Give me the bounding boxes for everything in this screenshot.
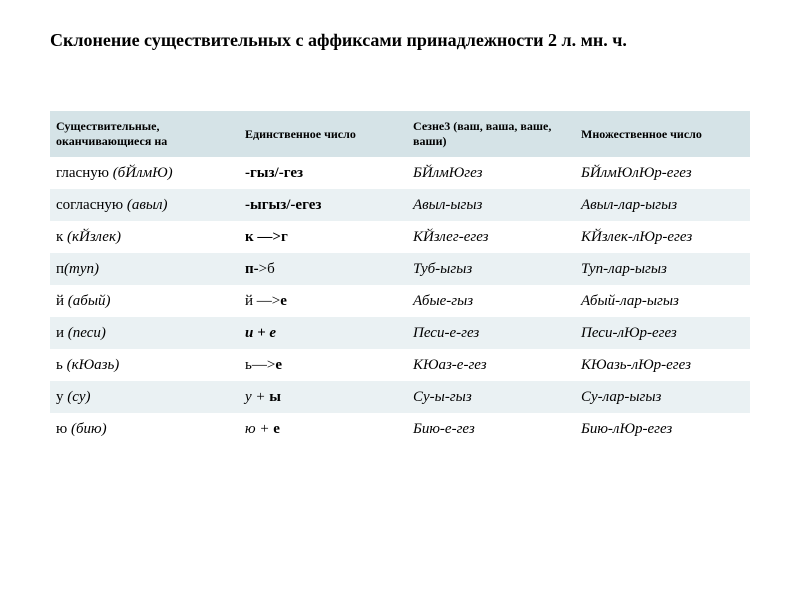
cell-singular: й —>е <box>239 285 407 317</box>
page-title: Склонение существительных с аффиксами пр… <box>50 30 750 51</box>
col-header: Существительные, оканчивающиеся на <box>50 111 239 157</box>
col-header: Сезне3 (ваш, ваша, ваше, ваши) <box>407 111 575 157</box>
cell-plural: Бию-лЮр-егез <box>575 413 750 445</box>
cell-plural: Песи-лЮр-егез <box>575 317 750 349</box>
cell-sezne: КЮаз-е-гез <box>407 349 575 381</box>
cell-sezne: БЙлмЮгез <box>407 157 575 189</box>
cell-plural: Абый-лар-ыгыз <box>575 285 750 317</box>
table-row: й (абый)й —>еАбые-гызАбый-лар-ыгыз <box>50 285 750 317</box>
table-row: гласную (бЙлмЮ)-гыз/-гезБЙлмЮгезБЙлмЮлЮр… <box>50 157 750 189</box>
cell-plural: Авыл-лар-ыгыз <box>575 189 750 221</box>
declension-table: Существительные, оканчивающиеся на Единс… <box>50 111 750 445</box>
cell-sezne: Авыл-ыгыз <box>407 189 575 221</box>
cell-plural: КЙзлек-лЮр-егез <box>575 221 750 253</box>
table-header-row: Существительные, оканчивающиеся на Единс… <box>50 111 750 157</box>
cell-ending: п(myn) <box>50 253 239 285</box>
cell-singular: -ыгыз/-егез <box>239 189 407 221</box>
cell-ending: ь (кЮазь) <box>50 349 239 381</box>
cell-singular: и + е <box>239 317 407 349</box>
table-row: согласную (авыл)-ыгыз/-егезАвыл-ыгызАвыл… <box>50 189 750 221</box>
cell-ending: и (песи) <box>50 317 239 349</box>
cell-plural: БЙлмЮлЮр-егез <box>575 157 750 189</box>
cell-sezne: КЙзлег-егез <box>407 221 575 253</box>
cell-ending: й (абый) <box>50 285 239 317</box>
cell-ending: к (кЙзлек) <box>50 221 239 253</box>
cell-plural: Су-лар-ыгыз <box>575 381 750 413</box>
cell-singular: к —>г <box>239 221 407 253</box>
cell-sezne: Бию-е-гез <box>407 413 575 445</box>
cell-plural: Туп-лар-ыгыз <box>575 253 750 285</box>
table-row: ь (кЮазь)ь—>еКЮаз-е-гезКЮазь-лЮр-егез <box>50 349 750 381</box>
cell-sezne: Су-ы-гыз <box>407 381 575 413</box>
table-row: у (cy)у + ыСу-ы-гызСу-лар-ыгыз <box>50 381 750 413</box>
col-header: Множественное число <box>575 111 750 157</box>
cell-singular: у + ы <box>239 381 407 413</box>
col-header: Единственное число <box>239 111 407 157</box>
cell-sezne: Абые-гыз <box>407 285 575 317</box>
cell-singular: ь—>е <box>239 349 407 381</box>
cell-ending: согласную (авыл) <box>50 189 239 221</box>
table-row: к (кЙзлек)к —>гКЙзлег-егезКЙзлек-лЮр-еге… <box>50 221 750 253</box>
cell-singular: ю + е <box>239 413 407 445</box>
cell-ending: у (cy) <box>50 381 239 413</box>
cell-sezne: Туб-ыгыз <box>407 253 575 285</box>
table-row: ю (бию)ю + еБию-е-гезБию-лЮр-егез <box>50 413 750 445</box>
cell-singular: -гыз/-гез <box>239 157 407 189</box>
cell-sezne: Песи-е-гез <box>407 317 575 349</box>
cell-ending: гласную (бЙлмЮ) <box>50 157 239 189</box>
table-row: п(myn)п->бТуб-ыгызТуп-лар-ыгыз <box>50 253 750 285</box>
cell-plural: КЮазь-лЮр-егез <box>575 349 750 381</box>
cell-singular: п->б <box>239 253 407 285</box>
table-row: и (песи)и + еПеси-е-гезПеси-лЮр-егез <box>50 317 750 349</box>
cell-ending: ю (бию) <box>50 413 239 445</box>
